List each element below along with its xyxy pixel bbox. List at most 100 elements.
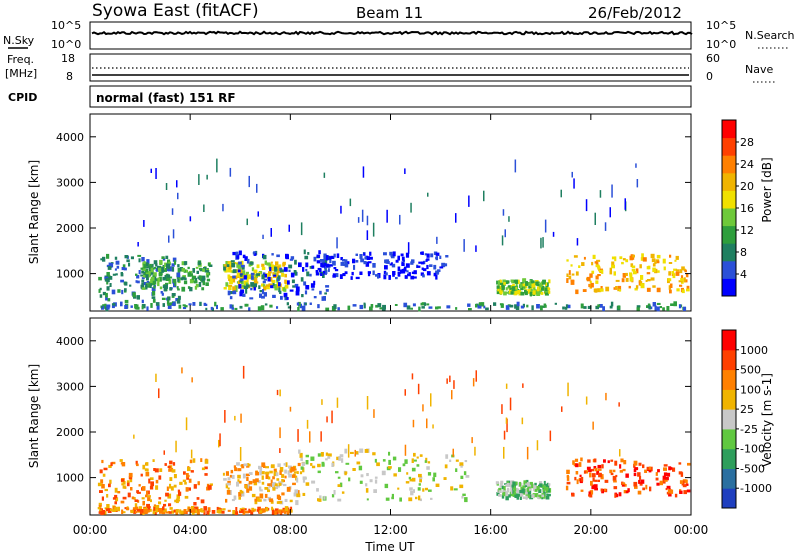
echo-cell [580, 457, 583, 462]
echo-cell [169, 460, 173, 465]
echo-cell [531, 305, 534, 311]
echo-cell [419, 477, 422, 483]
echo-cell [354, 449, 356, 457]
echo-cell [198, 174, 200, 185]
echo-cell [177, 295, 181, 300]
echo-cell [424, 302, 427, 306]
echo-cell [515, 305, 520, 310]
echo-cell [416, 265, 421, 268]
echo-cell [257, 211, 259, 217]
echo-cell [435, 252, 440, 256]
echo-cell [150, 270, 154, 275]
echo-cell [397, 487, 400, 490]
echo-cell [121, 289, 124, 295]
echo-cell [541, 494, 544, 498]
echo-cell [464, 460, 468, 463]
echo-cell [105, 278, 109, 282]
echo-cell [684, 269, 687, 273]
echo-cell [426, 258, 430, 261]
echo-cell [222, 264, 226, 267]
echo-cell [144, 285, 148, 290]
echo-cell [405, 252, 410, 258]
echo-cell [354, 451, 359, 455]
echo-cell [263, 292, 267, 297]
echo-cell [201, 467, 206, 471]
echo-cell [260, 305, 265, 311]
echo-cell [610, 459, 614, 462]
echo-cell [121, 511, 126, 514]
cpid-panel: CPID normal (fast) 151 RF [8, 85, 692, 108]
echo-cell [241, 464, 245, 469]
echo-cell [504, 229, 506, 238]
echo-cell [266, 284, 269, 288]
echo-cell [250, 287, 253, 291]
echo-cell [452, 448, 454, 457]
echo-cell [392, 456, 397, 461]
echo-cell [264, 493, 268, 498]
echo-cell [253, 269, 258, 274]
echo-cell [508, 216, 510, 222]
echo-cell [271, 509, 275, 515]
echo-cell [255, 478, 259, 483]
echo-cell [240, 278, 244, 281]
echo-cell [683, 490, 687, 495]
echo-cell [147, 506, 151, 510]
echo-cell [165, 492, 169, 497]
echo-cell [146, 259, 150, 264]
echo-cell [566, 476, 570, 481]
echo-cell [634, 485, 638, 489]
echo-cell [393, 473, 397, 477]
echo-cell [406, 472, 409, 475]
echo-cell [304, 302, 307, 305]
echo-cell [103, 467, 108, 471]
echo-cell [249, 297, 254, 300]
echo-cell [600, 286, 603, 289]
echo-cell [167, 302, 171, 306]
echo-cell [679, 490, 683, 494]
echo-cell [625, 473, 629, 478]
echo-cell [517, 290, 521, 294]
echo-cell [302, 492, 306, 496]
echo-cell [141, 287, 146, 290]
echo-cell [299, 452, 303, 458]
echo-cell [298, 449, 301, 454]
echo-cell [450, 486, 454, 491]
echo-cell [565, 485, 569, 491]
echo-cell [175, 298, 179, 302]
echo-cell [420, 272, 424, 276]
echo-cell [531, 483, 534, 489]
echo-cell [399, 497, 402, 502]
echo-cell [227, 290, 231, 296]
echo-cell [128, 262, 131, 267]
echo-cell [189, 287, 193, 292]
echo-cell [548, 483, 551, 486]
echo-cell [305, 268, 308, 272]
echo-cell [625, 490, 629, 494]
echo-cell [614, 460, 618, 466]
echo-cell [633, 472, 637, 477]
echo-cell [235, 507, 238, 512]
echo-cell [682, 479, 687, 483]
echo-cell [419, 476, 423, 480]
echo-cell [242, 365, 245, 379]
echo-cell [522, 279, 525, 283]
colorbar-segment [722, 243, 736, 262]
echo-cell [545, 282, 548, 286]
echo-cell [279, 290, 282, 294]
echo-cell [162, 303, 165, 307]
echo-cell [502, 209, 505, 216]
echo-cell [187, 467, 191, 472]
echo-cell [387, 261, 390, 264]
echo-cell [274, 486, 279, 490]
echo-cell [427, 461, 431, 464]
echo-cell [290, 272, 295, 278]
echo-cell [405, 263, 410, 268]
echo-cell [245, 303, 249, 307]
echo-cell [318, 250, 321, 255]
echo-cell [536, 304, 540, 309]
echo-cell [369, 306, 373, 311]
echo-cell [143, 282, 148, 286]
echo-cell [192, 302, 196, 306]
echo-cell [406, 305, 411, 310]
echo-cell [410, 275, 415, 280]
